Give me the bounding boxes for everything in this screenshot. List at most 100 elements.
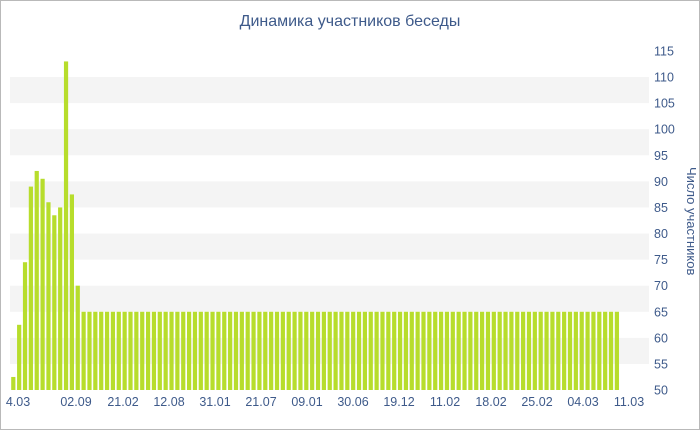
bar	[544, 311, 549, 390]
bar	[52, 215, 57, 390]
bar	[151, 311, 157, 390]
chart-title: Динамика участников беседы	[239, 13, 461, 30]
y-tick-label: 65	[654, 305, 668, 319]
bar	[169, 311, 174, 390]
y-tick-label: 55	[654, 357, 668, 371]
y-tick-label: 90	[654, 175, 668, 189]
bar	[362, 311, 367, 390]
bar	[28, 186, 33, 390]
y-axis-title: Число участников	[684, 167, 699, 275]
bar	[521, 311, 526, 390]
bar	[46, 202, 51, 390]
bar	[145, 311, 151, 390]
bar	[245, 311, 250, 390]
bar	[204, 311, 209, 390]
y-tick-label: 85	[654, 201, 668, 215]
bar	[251, 311, 256, 390]
bar	[128, 311, 133, 390]
bar	[110, 311, 116, 390]
bar	[175, 311, 180, 390]
y-tick-label: 80	[654, 227, 668, 241]
bar	[269, 311, 274, 390]
y-tick-label: 105	[654, 97, 675, 111]
x-tick-label: 4.03	[6, 395, 30, 409]
bars	[11, 61, 619, 391]
bar	[456, 311, 461, 390]
bar	[438, 311, 444, 390]
bar	[503, 311, 508, 390]
y-tick-label: 75	[654, 253, 668, 267]
grid-band	[10, 129, 649, 156]
bar	[450, 311, 455, 390]
bar	[585, 311, 590, 390]
bar	[292, 311, 297, 390]
y-tick-label: 95	[654, 149, 668, 163]
y-tick-label: 50	[654, 384, 668, 398]
bar	[140, 311, 145, 390]
bar	[397, 311, 403, 390]
bar	[157, 311, 162, 390]
bar	[304, 311, 309, 390]
bar	[122, 311, 127, 390]
bar	[216, 311, 221, 390]
bar	[509, 311, 514, 390]
bar	[192, 311, 198, 390]
bar	[480, 311, 485, 390]
bar	[187, 311, 192, 390]
bar	[603, 311, 608, 390]
bar	[614, 311, 619, 390]
x-tick-label: 11.02	[430, 395, 460, 409]
bar	[491, 311, 496, 390]
bar	[427, 311, 432, 390]
bar	[87, 311, 92, 390]
x-tick-label: 18.02	[475, 395, 506, 409]
x-tick-label: 19.12	[383, 395, 414, 409]
bar	[468, 311, 473, 390]
x-axis-ticks: 4.03 02.09 21.02 12.08 31.01 21.07 09.01 30.06 1…	[6, 395, 644, 409]
bar	[93, 311, 98, 390]
x-tick-label: 21.07	[245, 395, 276, 409]
bar	[538, 311, 543, 390]
bar	[286, 311, 291, 390]
y-tick-label: 60	[654, 331, 668, 345]
bar	[591, 311, 596, 390]
bar	[22, 262, 28, 390]
bar	[421, 311, 426, 390]
grid-band	[10, 181, 649, 208]
bar	[433, 311, 438, 390]
bar	[333, 311, 338, 390]
bar	[116, 311, 121, 390]
bar	[556, 311, 561, 390]
bar	[474, 311, 479, 390]
bar	[239, 311, 244, 390]
bar	[321, 311, 326, 390]
y-tick-label: 70	[654, 279, 668, 293]
bar	[497, 311, 502, 390]
x-tick-label: 12.08	[153, 395, 184, 409]
bar	[386, 311, 391, 390]
bar	[75, 285, 80, 390]
bar	[81, 311, 86, 390]
bar	[228, 311, 233, 390]
grid-band	[10, 285, 649, 312]
bar	[11, 376, 16, 390]
bar	[263, 311, 268, 390]
bar	[356, 311, 362, 390]
x-tick-label: 11.03	[614, 395, 644, 409]
y-axis-ticks: 50 55 60 65 70 75 80 85 90 95 100 105 110 115	[654, 45, 675, 398]
bar	[380, 311, 385, 390]
bar	[444, 311, 450, 390]
bar	[485, 311, 491, 390]
bar	[550, 311, 555, 390]
bar	[63, 61, 69, 391]
bar	[58, 207, 63, 390]
bar	[163, 311, 168, 390]
bar	[415, 311, 420, 390]
x-tick-label: 31.01	[199, 395, 230, 409]
bar	[597, 311, 602, 390]
bar	[567, 311, 573, 390]
x-tick-label: 30.06	[337, 395, 368, 409]
x-tick-label: 25.02	[521, 395, 552, 409]
